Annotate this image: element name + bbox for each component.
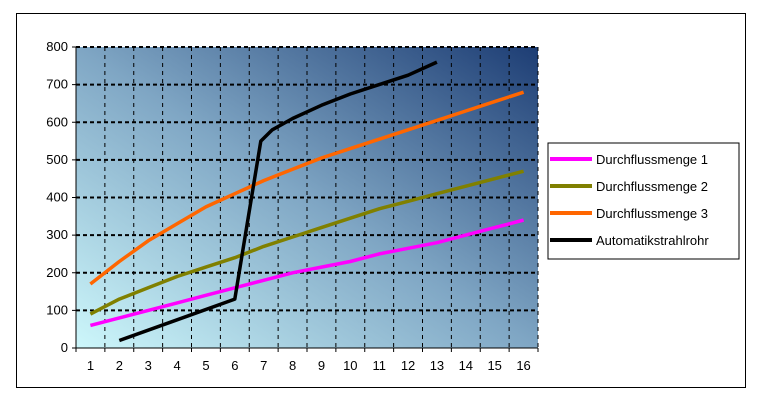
x-tick-label: 8 (289, 358, 296, 373)
series-line-3 (89, 90, 525, 286)
series-line-4 (118, 60, 438, 343)
x-tick-label: 5 (202, 358, 209, 373)
x-tick-label: 16 (516, 358, 530, 373)
x-tick-label: 13 (430, 358, 444, 373)
legend-label: Durchflussmenge 2 (596, 179, 708, 194)
x-tick-label: 2 (116, 358, 123, 373)
series-line-1 (89, 218, 525, 328)
x-tick-label: 1 (87, 358, 94, 373)
x-tick-label: 7 (260, 358, 267, 373)
x-tick-label: 10 (343, 358, 357, 373)
x-tick-label: 3 (145, 358, 152, 373)
series-line-2 (89, 169, 525, 316)
legend-label: Durchflussmenge 1 (596, 152, 708, 167)
legend-label: Automatikstrahlrohr (596, 233, 709, 248)
x-tick-label: 4 (173, 358, 180, 373)
y-tick-label: 700 (46, 77, 68, 92)
y-tick-label: 400 (46, 190, 68, 205)
y-tick-label: 0 (61, 340, 68, 355)
y-tick-label: 200 (46, 265, 68, 280)
y-tick-label: 800 (46, 39, 68, 54)
x-tick-label: 11 (372, 358, 386, 373)
y-tick-label: 100 (46, 302, 68, 317)
y-tick-label: 500 (46, 152, 68, 167)
x-tick-label: 6 (231, 358, 238, 373)
y-tick-label: 300 (46, 227, 68, 242)
x-tick-label: 9 (318, 358, 325, 373)
legend-label: Durchflussmenge 3 (596, 206, 708, 221)
x-tick-label: 15 (487, 358, 501, 373)
chart-area: 0 100 200 300 400 500 600 700 800 1 2 3 4 5 6 7 8 9 10 11 12… (16, 13, 746, 388)
x-tick-label: 12 (401, 358, 415, 373)
x-tick-label: 14 (459, 358, 473, 373)
y-tick-label: 600 (46, 114, 68, 129)
